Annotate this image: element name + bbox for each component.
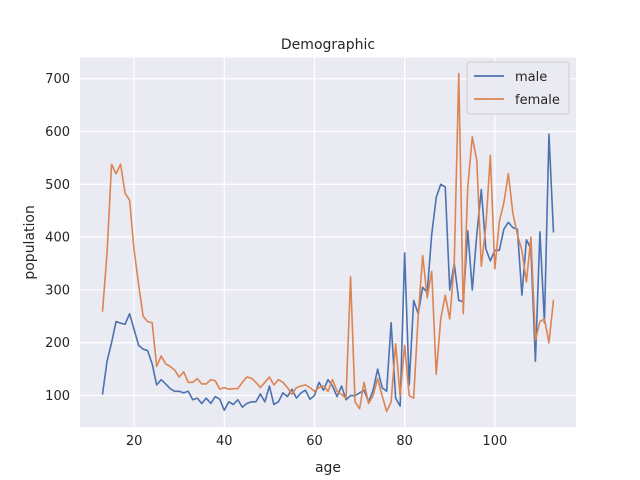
x-tick-label: 60 [306, 434, 323, 449]
x-tick-labels: 20 40 60 80 100 [126, 434, 507, 449]
x-tick-label: 100 [482, 434, 507, 449]
series-line-female [101, 72, 555, 413]
y-tick-labels: 100 200 300 400 500 600 700 [45, 72, 70, 404]
y-tick-label: 200 [45, 336, 70, 351]
y-tick-label: 700 [45, 72, 70, 87]
gridlines [80, 57, 576, 428]
y-tick-label: 500 [45, 178, 70, 193]
x-tick-label: 20 [126, 434, 143, 449]
y-tick-label: 400 [45, 231, 70, 246]
chart-title: Demographic [281, 37, 375, 53]
y-tick-label: 300 [45, 283, 70, 298]
y-tick-label: 600 [45, 125, 70, 140]
legend-label-female: female [515, 93, 560, 108]
legend: male female [466, 61, 570, 115]
legend-box [466, 61, 570, 115]
x-tick-label: 80 [396, 434, 413, 449]
y-tick-label: 100 [45, 389, 70, 404]
y-axis-title: population [22, 205, 38, 280]
x-tick-label: 40 [216, 434, 233, 449]
series-line-male [101, 133, 555, 412]
x-axis-title: age [315, 460, 341, 476]
legend-label-male: male [515, 70, 547, 85]
series-lines [101, 72, 555, 413]
